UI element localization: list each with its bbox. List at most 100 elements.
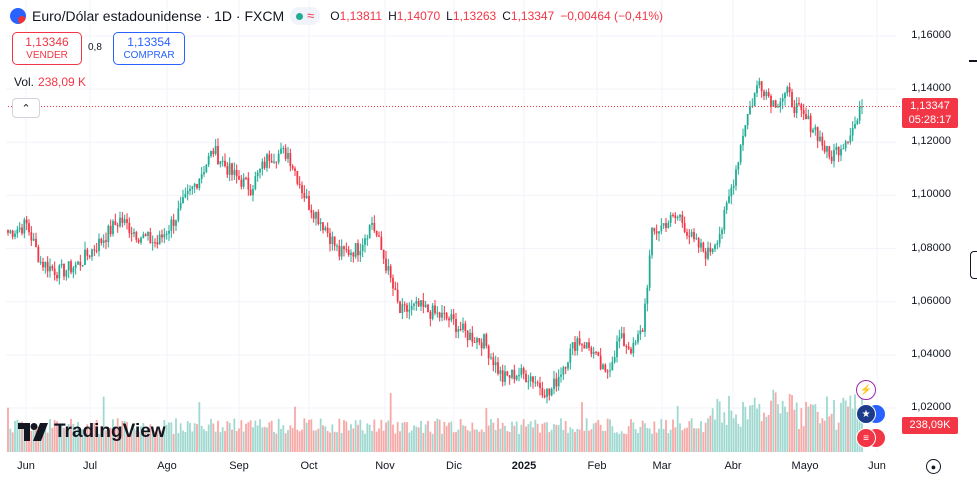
volume-bar <box>648 428 651 452</box>
candle <box>660 218 663 235</box>
candle <box>210 150 212 158</box>
candle-body <box>147 232 149 236</box>
side-panel-toggle[interactable] <box>970 251 977 279</box>
volume-bar <box>473 429 476 452</box>
volume-bar <box>452 432 455 452</box>
candle <box>469 328 471 341</box>
candle-body <box>616 341 618 358</box>
logo-text: TradingView <box>54 421 166 442</box>
volume-bar <box>599 424 602 452</box>
candle <box>536 380 539 387</box>
candle-body <box>221 160 224 162</box>
volume-bar <box>602 430 604 452</box>
candle <box>592 346 595 359</box>
time-tick-label: Ago <box>157 460 177 472</box>
volume-bar <box>441 433 443 452</box>
candle-body <box>854 124 856 129</box>
volume-bar <box>625 433 628 452</box>
volume-bar <box>161 430 163 452</box>
volume-bar <box>583 430 586 452</box>
candle <box>406 302 408 319</box>
volume-bar <box>240 420 243 452</box>
candle-body <box>226 166 229 175</box>
candle-body <box>88 255 91 257</box>
candle <box>434 300 436 316</box>
candle-body <box>329 233 331 245</box>
candle <box>277 149 280 165</box>
volume-bar <box>310 419 313 452</box>
volume-bar <box>592 423 595 452</box>
volume-bar <box>653 421 656 452</box>
candle-body <box>350 252 352 255</box>
candle <box>408 302 411 320</box>
candle <box>270 153 273 163</box>
volume-bar <box>259 419 261 452</box>
candle-body <box>301 185 303 194</box>
volume-bar <box>277 418 280 452</box>
volume-bar <box>135 429 138 452</box>
volume-bar <box>186 421 189 452</box>
tradingview-logo[interactable]: TradingView <box>18 421 166 443</box>
candle <box>233 162 236 180</box>
volume-bar <box>772 389 775 452</box>
candle-body <box>441 312 443 318</box>
candle <box>371 216 373 230</box>
sell-button[interactable]: 1,13346 VENDER <box>12 32 82 65</box>
candle-body <box>758 81 761 86</box>
volume-bar <box>205 431 208 452</box>
candle <box>634 339 637 346</box>
volume-bar <box>525 426 527 452</box>
volume-bar <box>275 433 278 452</box>
volume-bar <box>53 420 56 452</box>
volume-bar <box>539 432 541 452</box>
candle-body <box>284 148 287 159</box>
eu-event-icon[interactable]: ★ <box>856 404 876 424</box>
candle-body <box>186 191 189 194</box>
ohlc-key: H <box>388 9 397 23</box>
volume-bar <box>627 426 630 452</box>
candle-body <box>434 305 436 314</box>
symbol-title[interactable]: Euro/Dólar estadounidense · 1D · FXCM <box>32 8 285 24</box>
candle <box>534 375 537 387</box>
volume-bar <box>301 429 303 452</box>
candle-body <box>18 227 21 230</box>
market-status-pill[interactable]: ≈ <box>290 7 321 25</box>
collapse-legend-button[interactable]: ⌃ <box>12 98 40 118</box>
candle <box>91 248 93 261</box>
volume-bar <box>660 419 663 452</box>
ohlc-value: 1,13811 <box>339 9 383 23</box>
volume-bar <box>60 423 63 452</box>
volume-bar <box>177 433 180 452</box>
candle-body <box>590 347 593 354</box>
volume-bar <box>336 432 338 452</box>
candle-body <box>126 219 128 223</box>
candle <box>513 364 516 384</box>
candle-body <box>263 161 266 168</box>
volume-bar <box>646 428 649 452</box>
candle <box>700 238 702 253</box>
volume-bar <box>296 429 299 452</box>
volume-bar <box>669 429 672 452</box>
buy-button[interactable]: 1,13354 COMPRAR <box>113 32 185 65</box>
volume-bar <box>364 433 366 452</box>
candle <box>553 370 555 395</box>
dividends-lightning-icon[interactable]: ⚡ <box>856 380 876 400</box>
volume-bar <box>42 425 44 452</box>
candle-body <box>203 172 205 175</box>
us-event-icon[interactable]: ≡ <box>856 428 876 448</box>
settings-gear-icon[interactable]: ● <box>926 459 941 474</box>
candle-body <box>392 277 394 289</box>
menu-icon[interactable] <box>969 60 977 68</box>
volume-bar <box>606 418 609 452</box>
candle-body <box>84 249 86 265</box>
candle-body <box>851 128 854 136</box>
volume-bar <box>282 425 285 452</box>
candle <box>200 166 203 184</box>
candle-body <box>273 161 275 163</box>
volume-bar <box>765 416 768 452</box>
volume-bar <box>144 431 147 452</box>
candle-body <box>711 249 714 252</box>
volume-bar <box>133 427 135 452</box>
candle-body <box>695 238 698 240</box>
